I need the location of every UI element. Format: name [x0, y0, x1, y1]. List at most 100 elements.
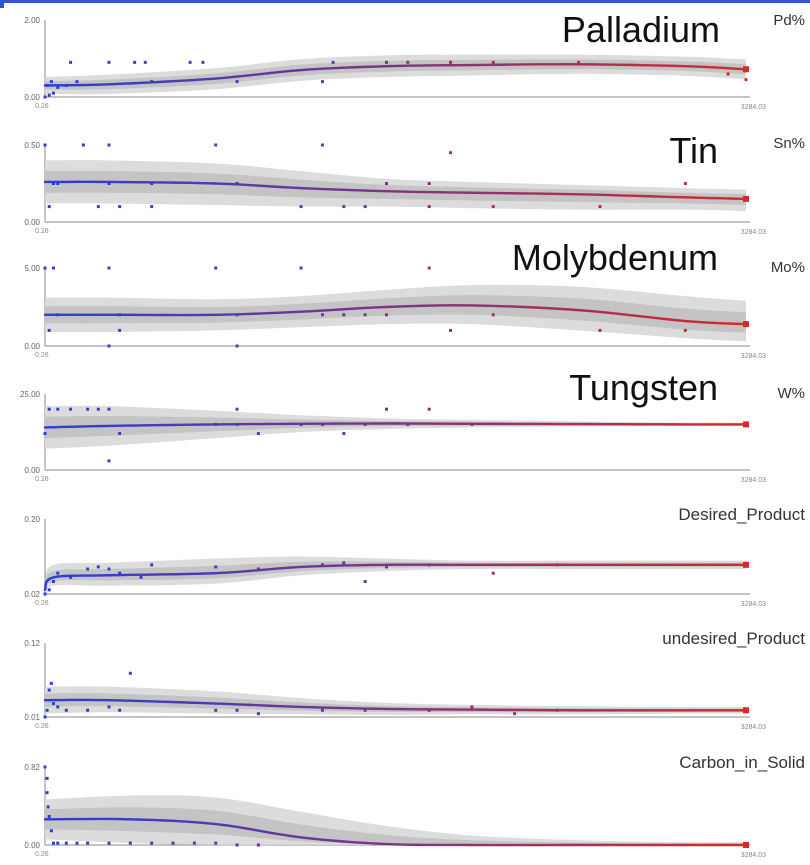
data-point-11 — [214, 708, 218, 712]
data-point-15 — [342, 205, 346, 209]
data-point-6 — [96, 565, 100, 569]
data-point-1 — [47, 205, 51, 209]
series-label: W% — [778, 385, 806, 402]
data-point-16 — [320, 80, 324, 84]
data-point-1 — [47, 328, 51, 332]
series-label: Mo% — [771, 259, 805, 276]
data-point-3 — [69, 407, 73, 411]
end-marker — [743, 421, 749, 428]
data-point-19 — [406, 60, 410, 64]
y-bottom-label: 0.00 — [24, 841, 40, 850]
mean-line-segment — [201, 77, 217, 81]
data-point-4 — [47, 814, 51, 818]
data-point-7 — [86, 708, 90, 712]
data-point-6 — [51, 841, 55, 845]
data-point-0 — [43, 266, 47, 270]
data-point-8 — [69, 60, 73, 64]
y-bottom-label: 0.00 — [24, 466, 40, 475]
data-point-13 — [150, 841, 154, 845]
data-point-6 — [64, 708, 68, 712]
mean-line-segment — [257, 829, 271, 834]
data-point-0 — [43, 432, 47, 436]
y-bottom-label: 0.01 — [24, 713, 40, 722]
mean-line-segment — [289, 68, 303, 73]
data-point-9 — [107, 60, 111, 64]
mean-line-segment — [214, 76, 229, 80]
data-point-2 — [47, 688, 51, 692]
mean-line-segment — [374, 842, 388, 846]
data-point-23 — [726, 72, 730, 76]
mean-line-segment — [268, 70, 282, 75]
x-max-label: 3284.03 — [741, 852, 766, 859]
mean-line-segment — [563, 307, 580, 312]
data-point-16 — [214, 841, 218, 845]
mean-line-segment — [363, 306, 378, 310]
end-marker — [743, 195, 749, 202]
mean-line-segment — [258, 184, 272, 188]
data-point-15 — [342, 432, 346, 436]
data-point-0 — [43, 592, 47, 596]
mean-line-segment — [235, 825, 249, 830]
data-point-3 — [56, 182, 60, 185]
data-point-16 — [427, 266, 431, 270]
data-point-13 — [342, 313, 346, 317]
mean-line-segment — [684, 319, 697, 324]
data-point-22 — [577, 60, 581, 64]
mean-line-segment — [119, 82, 135, 86]
mean-line-segment — [258, 567, 272, 572]
mean-line-segment — [299, 309, 313, 313]
mean-line-segment — [171, 819, 185, 823]
data-point-15 — [363, 580, 367, 583]
data-point-13 — [188, 60, 192, 64]
chart-panel-1: 0.50 0.000.26 3284.03 Tin Sn% — [24, 130, 805, 236]
data-point-17 — [449, 328, 453, 332]
mean-line-segment — [188, 78, 205, 82]
mean-line-segment — [321, 66, 335, 70]
mean-line-segment — [694, 320, 707, 324]
mean-line-segment — [289, 565, 303, 569]
mean-line-segment — [353, 306, 367, 310]
end-marker — [743, 321, 749, 328]
mean-line-segment — [279, 69, 292, 74]
mean-line-segment — [299, 68, 313, 72]
y-top-label: 0.12 — [24, 639, 40, 648]
mean-line-segment — [268, 567, 282, 571]
confidence-band-inner — [45, 693, 746, 713]
mean-line-segment — [299, 836, 313, 840]
data-point-14 — [320, 708, 324, 712]
data-point-0 — [43, 765, 47, 769]
data-point-11 — [143, 60, 147, 64]
mean-line-segment — [353, 841, 367, 845]
data-point-1 — [47, 588, 51, 592]
data-point-23 — [683, 182, 687, 185]
data-point-15 — [235, 80, 239, 84]
mean-line-segment — [214, 571, 229, 575]
data-point-1 — [45, 708, 49, 712]
mean-line-segment — [278, 833, 292, 838]
mean-line-segment — [237, 569, 251, 573]
mean-line-segment — [225, 824, 239, 829]
y-bottom-label: 0.00 — [24, 93, 40, 102]
element-title: Tin — [669, 130, 718, 171]
mean-line-segment — [647, 316, 664, 320]
data-point-11 — [235, 407, 239, 411]
y-top-label: 0.20 — [24, 515, 40, 524]
data-point-12 — [256, 432, 260, 436]
element-title: Palladium — [562, 9, 720, 50]
data-point-22 — [598, 205, 602, 209]
mean-line-segment — [237, 183, 251, 187]
y-top-label: 2.00 — [24, 16, 40, 25]
mean-line-segment — [310, 67, 324, 71]
mean-line-segment — [289, 186, 303, 190]
mean-line-segment — [536, 306, 553, 310]
data-point-8 — [64, 841, 68, 845]
end-marker — [743, 707, 749, 714]
data-point-14 — [201, 60, 205, 64]
mean-line-segment — [226, 182, 240, 186]
mean-line-segment — [591, 310, 608, 314]
chart-panel-6: 0.82 0.000.26 3284.03 Carbon_in_Solid — [24, 753, 805, 859]
x-min-label: 0.26 — [35, 103, 49, 110]
y-top-label: 0.50 — [24, 141, 40, 150]
mean-line-segment — [267, 831, 281, 836]
data-point-17 — [470, 705, 474, 709]
